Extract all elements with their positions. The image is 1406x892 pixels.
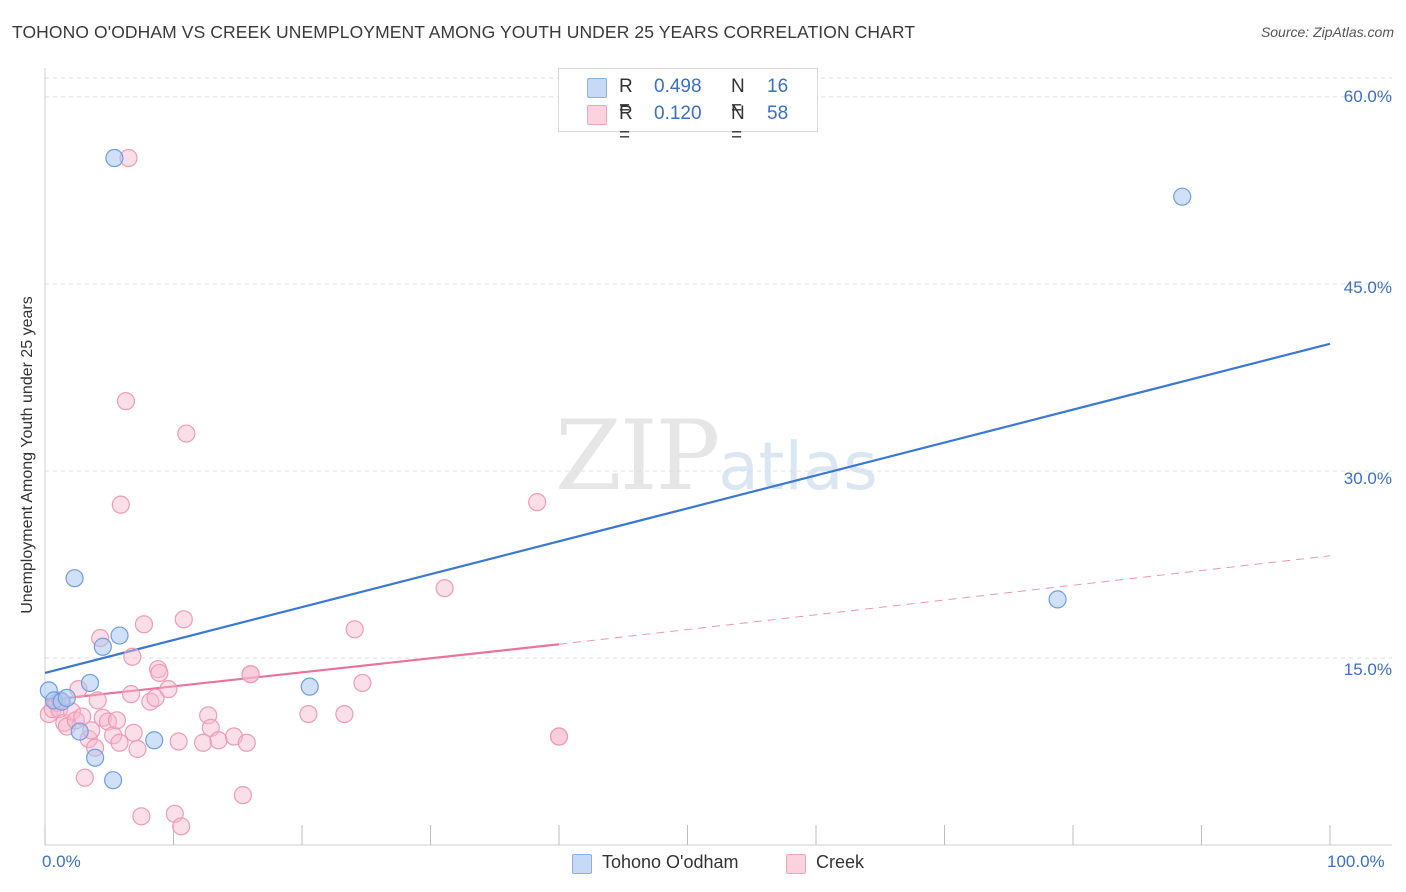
y-tick-60: 60.0%	[1343, 87, 1392, 106]
legend-n-label: N =	[731, 76, 745, 119]
bottom-legend-label-tohono: Tohono O'odham	[602, 852, 739, 872]
data-point-creek	[134, 615, 154, 634]
data-point-creek	[159, 680, 178, 699]
data-point-creek	[116, 392, 136, 411]
data-point-tohono	[86, 748, 105, 767]
x-tick-min: 0.0%	[42, 852, 81, 871]
data-point-creek	[88, 691, 107, 710]
data-point-tohono	[1048, 590, 1067, 609]
y-tick-45: 45.0%	[1343, 278, 1392, 297]
data-point-creek	[549, 727, 569, 746]
legend-swatch-tohono	[587, 78, 607, 98]
legend-swatch-creek	[587, 105, 607, 125]
data-point-creek	[233, 786, 252, 805]
data-point-creek	[528, 493, 547, 512]
data-point-creek	[121, 685, 141, 704]
data-point-creek	[241, 665, 260, 684]
data-point-creek	[169, 732, 188, 751]
data-point-tohono	[93, 637, 112, 656]
data-point-tohono	[145, 731, 164, 750]
data-point-creek	[146, 688, 165, 707]
data-point-creek	[193, 733, 213, 752]
data-point-creek	[104, 726, 123, 745]
trend-line-tohono	[44, 342, 1331, 675]
data-point-creek	[132, 807, 151, 826]
data-point-tohono	[104, 771, 123, 790]
trend-line-creek-extension	[558, 555, 1331, 645]
data-point-creek	[111, 495, 130, 514]
data-point-creek	[209, 731, 228, 750]
data-point-creek	[110, 733, 129, 752]
bottom-legend-label-creek: Creek	[816, 852, 865, 872]
data-point-creek	[150, 663, 169, 683]
data-point-creek	[107, 711, 127, 730]
legend-n-value: 16	[767, 76, 789, 97]
data-point-creek	[177, 424, 196, 443]
data-point-creek	[123, 647, 142, 666]
bottom-legend-swatch-tohono	[572, 854, 592, 874]
y-tick-30: 30.0%	[1343, 469, 1392, 488]
data-point-creek	[345, 620, 364, 639]
data-point-tohono	[105, 148, 124, 168]
grid-lines	[45, 77, 1392, 659]
data-points	[39, 148, 1192, 836]
source-label: Source: ZipAtlas.com	[1260, 24, 1394, 40]
data-point-tohono	[110, 626, 129, 645]
y-tick-15: 15.0%	[1343, 660, 1392, 679]
data-point-creek	[75, 768, 94, 787]
correlation-legend: R = 0.498 N = 16 R = 0.120 N = 58	[558, 68, 818, 146]
legend-n-value: 58	[767, 103, 789, 124]
data-point-tohono	[300, 677, 319, 696]
data-point-creek	[172, 817, 191, 836]
data-point-creek	[299, 704, 318, 724]
data-point-creek	[435, 579, 454, 598]
data-point-creek	[124, 723, 143, 742]
watermark-zip: ZIP	[555, 400, 720, 512]
legend-r-label: R =	[619, 76, 633, 119]
data-point-creek	[128, 739, 147, 759]
legend-r-value: 0.120	[654, 103, 702, 124]
data-point-tohono	[65, 569, 84, 588]
trend-line-creek	[44, 643, 560, 702]
legend-r-label: R =	[619, 103, 633, 146]
y-axis-label: Unemployment Among Youth under 25 years	[19, 296, 36, 614]
trend-lines	[44, 342, 1331, 702]
data-point-tohono	[1173, 187, 1192, 206]
data-point-creek	[174, 610, 193, 629]
data-point-tohono	[80, 673, 100, 693]
data-point-creek	[237, 733, 256, 752]
data-point-tohono	[57, 688, 76, 707]
data-point-creek	[335, 704, 354, 724]
legend-n-label: N =	[731, 103, 745, 146]
legend-r-value: 0.498	[654, 76, 702, 97]
x-tick-max: 100.0%	[1327, 852, 1385, 871]
axes	[44, 68, 1392, 846]
data-point-creek	[353, 673, 372, 693]
chart-title: TOHONO O'ODHAM VS CREEK UNEMPLOYMENT AMO…	[12, 22, 916, 42]
data-point-tohono	[70, 722, 89, 741]
bottom-legend-swatch-creek	[786, 854, 806, 874]
